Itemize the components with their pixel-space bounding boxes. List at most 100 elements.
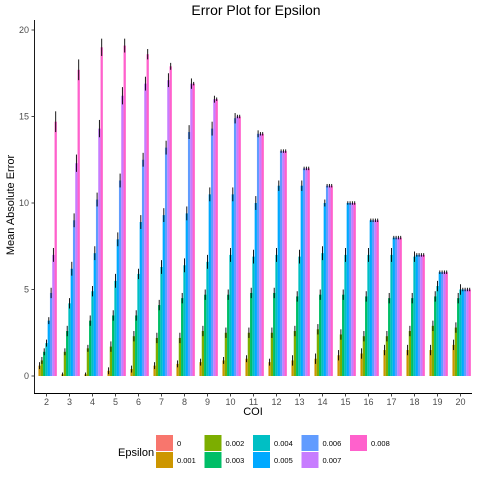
y-tick-label-0: 0 xyxy=(24,371,29,381)
x-tick-label-5: 5 xyxy=(113,397,118,407)
bar-coi-10-eps-0.004 xyxy=(229,254,232,376)
bar-coi-7-eps-0.003 xyxy=(158,305,161,376)
bar-coi-7-eps-0.002 xyxy=(155,337,159,376)
bar-coi-9-eps-0.008 xyxy=(215,99,218,376)
bar-coi-5-eps-0.002 xyxy=(109,346,113,376)
bar-coi-20-eps-0.002 xyxy=(454,327,458,376)
bar-coi-10-eps-0.008 xyxy=(238,116,241,376)
bar-coi-5-eps-0.007 xyxy=(121,95,124,377)
legend-items: 0 0.001 0.002 0.003 0.004 0.005 0.006 0.007 0.00… xyxy=(156,435,390,468)
bar-coi-19-eps-0.004 xyxy=(436,286,439,376)
bar-coi-8-eps-0.005 xyxy=(185,213,188,376)
bar-coi-16-eps-0.006 xyxy=(371,220,375,376)
bar-coi-8-eps-0.002 xyxy=(178,337,182,376)
bar-coi-4-eps-0.008 xyxy=(100,47,103,377)
bar-coi-14-eps-0.008 xyxy=(330,185,333,376)
bar-coi-5-eps-0.006 xyxy=(118,180,122,376)
bar-coi-12-eps-0.002 xyxy=(270,332,274,376)
bar-coi-3-eps-0.005 xyxy=(70,268,73,376)
bar-coi-9-eps-0.003 xyxy=(204,294,207,376)
bar-coi-9-eps-0.002 xyxy=(201,331,205,376)
bar-coi-20-eps-0.004 xyxy=(459,289,462,376)
bar-coi-20-eps-0.005 xyxy=(461,289,464,376)
bar-coi-6-eps-0.005 xyxy=(139,222,142,376)
bar-coi-17-eps-0.002 xyxy=(385,336,389,376)
bar-coi-7-eps-0.005 xyxy=(162,215,165,376)
x-tick-label-2: 2 xyxy=(44,397,49,407)
bar-coi-19-eps-0.005 xyxy=(438,272,441,376)
bar-coi-2-eps-0.006 xyxy=(49,292,53,376)
legend-key-0.008 xyxy=(350,435,367,451)
bar-coi-13-eps-0.005 xyxy=(300,185,303,376)
x-tick-label-4: 4 xyxy=(90,397,95,407)
bar-coi-18-eps-0.002 xyxy=(408,331,412,376)
bar-coi-8-eps-0.006 xyxy=(187,132,191,376)
bar-coi-8-eps-0.007 xyxy=(190,83,193,376)
legend-title: Epsilon xyxy=(118,447,154,459)
bar-coi-17-eps-0.004 xyxy=(390,254,393,376)
bar-coi-19-eps-0.007 xyxy=(443,272,446,376)
bar-coi-9-eps-0.006 xyxy=(210,128,214,376)
x-tick-label-13: 13 xyxy=(294,397,304,407)
legend-label-0.002: 0.002 xyxy=(226,439,245,448)
legend-key-0.001 xyxy=(156,452,173,468)
bar-coi-17-eps-0.006 xyxy=(394,237,398,376)
x-axis-ticks: 2 3 4 5 6 7 8 9 10 11 12 13 14 15 16 17 18 19 20 xyxy=(44,393,466,407)
bar-coi-15-eps-0.001 xyxy=(337,355,340,376)
bar-coi-11-eps-0.001 xyxy=(245,358,248,376)
bar-coi-10-eps-0.001 xyxy=(222,360,225,376)
legend-key-0.004 xyxy=(253,435,270,451)
x-tick-label-9: 9 xyxy=(205,397,210,407)
bar-coi-15-eps-0.008 xyxy=(353,203,356,376)
bar-coi-2-eps-0.002 xyxy=(40,360,44,376)
bar-coi-9-eps-0.001 xyxy=(199,362,202,376)
legend-key-0.003 xyxy=(204,452,222,468)
bar-coi-2-eps-0.005 xyxy=(47,320,50,376)
bar-coi-20-eps-0.007 xyxy=(466,289,469,376)
bar-coi-12-eps-0.004 xyxy=(275,254,278,376)
bar-coi-11-eps-0.002 xyxy=(247,332,251,376)
bar-coi-19-eps-0.008 xyxy=(445,272,448,376)
bar-coi-11-eps-0.008 xyxy=(261,133,264,376)
error-bars-layer xyxy=(39,38,471,376)
bar-coi-14-eps-0.001 xyxy=(314,358,317,376)
bar-coi-10-eps-0.003 xyxy=(227,294,230,376)
bar-coi-13-eps-0.008 xyxy=(307,168,310,376)
x-tick-label-16: 16 xyxy=(363,397,373,407)
legend-label-0.007: 0.007 xyxy=(323,456,342,465)
bar-coi-18-eps-0.005 xyxy=(415,254,418,376)
bar-coi-5-eps-0.008 xyxy=(123,45,126,376)
bar-coi-5-eps-0.005 xyxy=(116,239,119,376)
bar-coi-13-eps-0.006 xyxy=(302,168,306,376)
bar-coi-17-eps-0.003 xyxy=(388,298,391,376)
bar-coi-5-eps-0.004 xyxy=(114,280,117,376)
legend-label-0.004: 0.004 xyxy=(274,439,293,448)
bar-coi-17-eps-0.007 xyxy=(397,237,400,376)
bar-coi-2-eps-0.001 xyxy=(38,365,41,376)
bar-coi-12-eps-0.005 xyxy=(277,185,280,376)
bar-coi-4-eps-0.004 xyxy=(91,291,94,376)
bar-coi-12-eps-0.001 xyxy=(268,362,271,376)
bar-coi-4-eps-0.007 xyxy=(98,128,101,376)
bar-coi-2-eps-0.007 xyxy=(52,254,55,376)
bar-coi-15-eps-0.007 xyxy=(351,203,354,376)
x-axis-label: COI xyxy=(243,406,263,418)
x-tick-label-12: 12 xyxy=(271,397,281,407)
bar-coi-11-eps-0.007 xyxy=(259,133,262,376)
bar-coi-12-eps-0.008 xyxy=(284,151,287,376)
bar-coi-4-eps-0.005 xyxy=(93,253,96,376)
bar-coi-14-eps-0.002 xyxy=(316,329,320,376)
bar-coi-15-eps-0.002 xyxy=(339,334,343,376)
bar-coi-19-eps-0.001 xyxy=(429,350,432,376)
bar-coi-14-eps-0.006 xyxy=(325,185,329,376)
legend-label-0.008: 0.008 xyxy=(371,439,390,448)
bar-coi-19-eps-0.002 xyxy=(431,325,435,376)
bar-coi-15-eps-0.006 xyxy=(348,203,352,376)
legend-label-0.001: 0.001 xyxy=(177,456,196,465)
bar-coi-20-eps-0.008 xyxy=(468,289,471,376)
bar-coi-7-eps-0.004 xyxy=(160,267,163,376)
bar-coi-16-eps-0.008 xyxy=(376,220,379,376)
bar-coi-16-eps-0.005 xyxy=(369,220,372,376)
bar-coi-10-eps-0.006 xyxy=(233,118,237,376)
chart-title: Error Plot for Epsilon xyxy=(191,2,320,18)
